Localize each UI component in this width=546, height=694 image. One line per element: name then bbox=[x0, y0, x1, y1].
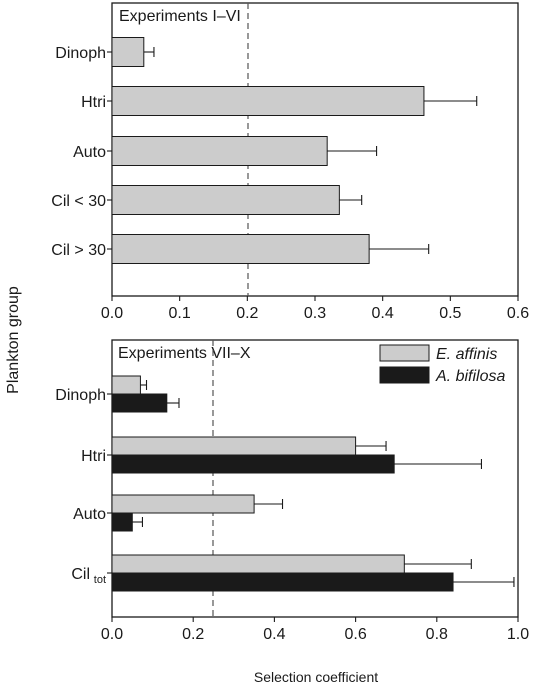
x-tick-label: 0.2 bbox=[182, 626, 204, 643]
bar-cil-30-series bbox=[111, 185, 340, 215]
x-tick-label: 0.0 bbox=[101, 305, 123, 322]
bar-dinoph-e-affinis bbox=[111, 375, 141, 395]
bar-auto-e-affinis bbox=[111, 494, 255, 514]
bar-auto-a-bifilosa bbox=[111, 512, 133, 532]
error-bar-htri-e-affinis bbox=[355, 441, 387, 451]
bar-htri-e-affinis bbox=[111, 436, 357, 456]
error-bar-dinoph-series bbox=[143, 47, 155, 57]
x-tick-label: 0.4 bbox=[263, 626, 285, 643]
x-tick-label: 0.6 bbox=[344, 626, 366, 643]
x-tick-label: 0.0 bbox=[101, 626, 123, 643]
error-bar-auto-e-affinis bbox=[254, 499, 284, 509]
x-tick-label: 0.1 bbox=[169, 305, 191, 322]
panel-experiments-i-vi: Experiments I–VI Dinoph Htri Auto Cil < 30 C… bbox=[51, 2, 529, 322]
error-bar-cil-a-bifilosa bbox=[453, 577, 515, 587]
legend: E. affinis A. bifilosa bbox=[379, 344, 505, 385]
legend-label-e-affinis: E. affinis bbox=[436, 346, 497, 363]
y-tick-label-htri: Htri bbox=[81, 94, 106, 111]
error-bar-cil-30-series bbox=[339, 195, 363, 205]
y-tick-label-cil: Cil bbox=[71, 566, 90, 583]
bar-auto-series bbox=[111, 136, 328, 166]
y-tick-label-dinoph: Dinoph bbox=[55, 45, 106, 62]
bar-dinoph-series bbox=[111, 37, 145, 67]
x-axis: Dinoph Htri Auto Cil < 30 Cil > 30 0.0 0.1 0.2 0… bbox=[51, 45, 529, 322]
error-bar-auto-a-bifilosa bbox=[132, 517, 143, 527]
legend-swatch-a-bifilosa bbox=[379, 366, 430, 384]
error-bar-dinoph-e-affinis bbox=[140, 380, 148, 390]
bar-cil-e-affinis bbox=[111, 554, 405, 574]
bar-dinoph-a-bifilosa bbox=[111, 393, 168, 413]
x-tick-label: 0.2 bbox=[236, 305, 258, 322]
y-tick-label-cil-30: Cil > 30 bbox=[51, 242, 106, 259]
bar-cil-a-bifilosa bbox=[111, 572, 454, 592]
error-bar-cil-30-series bbox=[369, 244, 430, 254]
error-bar-dinoph-a-bifilosa bbox=[166, 398, 180, 408]
legend-swatch-e-affinis bbox=[379, 344, 430, 362]
y-tick-label-cil-30: Cil < 30 bbox=[51, 193, 106, 210]
x-tick-label: 1.0 bbox=[507, 626, 529, 643]
error-bar-htri-a-bifilosa bbox=[394, 459, 483, 469]
x-axis-title: Selection coefficient bbox=[254, 669, 378, 685]
x-tick-label: 0.3 bbox=[304, 305, 326, 322]
x-tick-label: 0.5 bbox=[439, 305, 461, 322]
x-tick-label: 0.6 bbox=[507, 305, 529, 322]
x-axis: Dinoph Htri Auto Cil tot 0.0 0.2 0.4 0.6 0.8 1.0 bbox=[55, 387, 529, 643]
legend-label-a-bifilosa: A. bifilosa bbox=[435, 368, 505, 385]
x-tick-label: 0.8 bbox=[426, 626, 448, 643]
error-bar-htri-series bbox=[423, 96, 478, 106]
x-tick-label: 0.4 bbox=[372, 305, 394, 322]
y-tick-label-auto: Auto bbox=[73, 144, 106, 161]
y-axis-title: Plankton group bbox=[5, 286, 22, 394]
panel-experiments-vii-x: Experiments VII–X Dinoph Htri Auto Cil tot 0.… bbox=[55, 339, 529, 643]
y-tick-label-htri: Htri bbox=[81, 448, 106, 465]
panel-title: Experiments I–VI bbox=[119, 8, 241, 25]
error-bar-cil-e-affinis bbox=[404, 559, 472, 569]
bar-group bbox=[111, 375, 515, 592]
bar-htri-series bbox=[111, 86, 425, 116]
plot-frame bbox=[111, 339, 519, 618]
bar-htri-a-bifilosa bbox=[111, 454, 395, 474]
bar-cil-30-series bbox=[111, 234, 370, 264]
bar-group bbox=[111, 37, 478, 264]
panel-title: Experiments VII–X bbox=[118, 345, 251, 362]
error-bar-auto-series bbox=[327, 146, 378, 156]
y-tick-label-subscript: tot bbox=[94, 574, 106, 586]
y-tick-label-auto: Auto bbox=[73, 506, 106, 523]
y-tick-label-dinoph: Dinoph bbox=[55, 387, 106, 404]
